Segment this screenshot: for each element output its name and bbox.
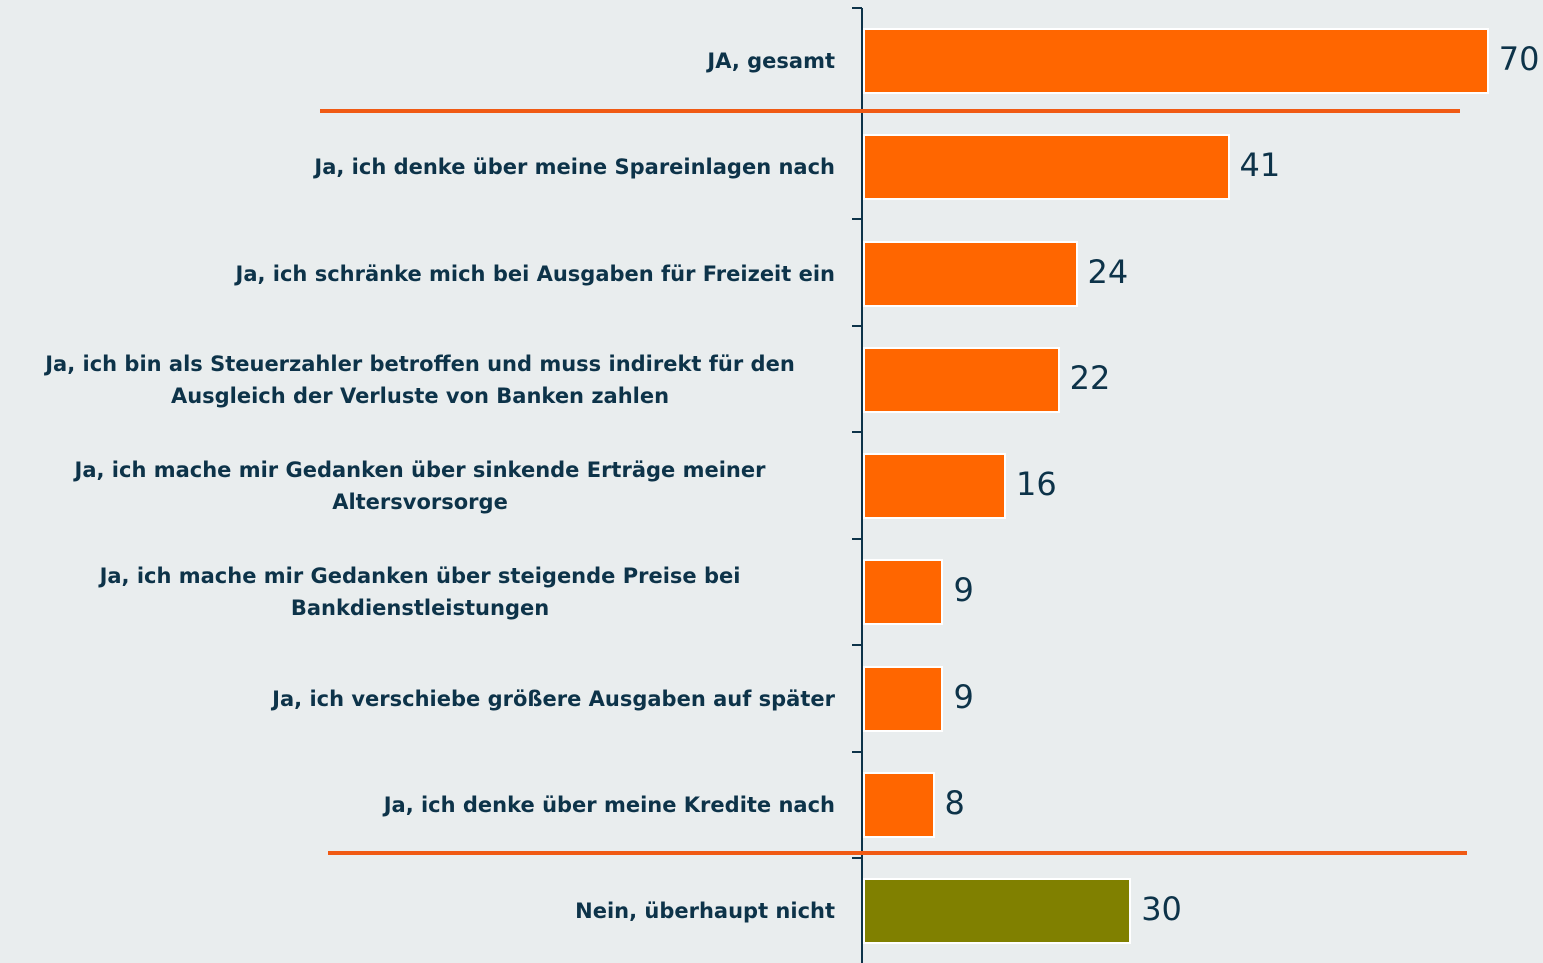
category-label: JA, gesamt [5,21,835,101]
category-label-text: Ja, ich mache mir Gedanken über steigend… [99,564,741,621]
category-label-text: Ja, ich denke über meine Spareinlagen na… [314,155,835,180]
value-label: 24 [1087,252,1129,291]
category-label: Ja, ich bin als Steuerzahler betroffen u… [5,340,835,420]
value-label: 70 [1498,40,1540,78]
category-label: Ja, ich denke über meine Spareinlagen na… [5,127,835,207]
bar [863,134,1230,201]
bar [863,346,1060,413]
category-label-text: JA, gesamt [707,49,835,73]
value-label: 16 [1016,465,1057,503]
category-label-text: Ja, ich schränke mich bei Ausgaben für F… [235,261,835,286]
value-label: 30 [1141,890,1182,928]
axis-ticks [852,7,862,859]
value-label: 41 [1239,146,1281,185]
value-label: 8 [944,783,965,822]
category-label-text: Ja, ich denke über meine Kredite nach [383,792,835,817]
bar [863,453,1007,519]
category-label-text: Ja, ich bin als Steuerzahler betroffen u… [45,351,795,408]
bar [863,878,1132,944]
bar [863,771,935,838]
category-label: Ja, ich verschiebe größere Ausgaben auf … [5,659,835,739]
bar [863,240,1078,307]
category-label: Ja, ich denke über meine Kredite nach [5,765,835,845]
category-label-text: Ja, ich verschiebe größere Ausgaben auf … [272,686,835,711]
bar [863,665,944,732]
category-label: Ja, ich mache mir Gedanken über sinkende… [5,446,835,526]
category-label-text: Nein, überhaupt nicht [575,899,835,923]
value-label: 9 [953,571,974,610]
bar [863,28,1489,94]
category-label-text: Ja, ich mache mir Gedanken über sinkende… [74,458,766,514]
value-label: 22 [1069,358,1111,397]
category-label: Ja, ich mache mir Gedanken über steigend… [5,552,835,632]
bar [863,559,944,626]
category-label: Nein, überhaupt nicht [5,871,835,951]
value-label: 9 [953,677,974,716]
category-label: Ja, ich schränke mich bei Ausgaben für F… [5,234,835,314]
